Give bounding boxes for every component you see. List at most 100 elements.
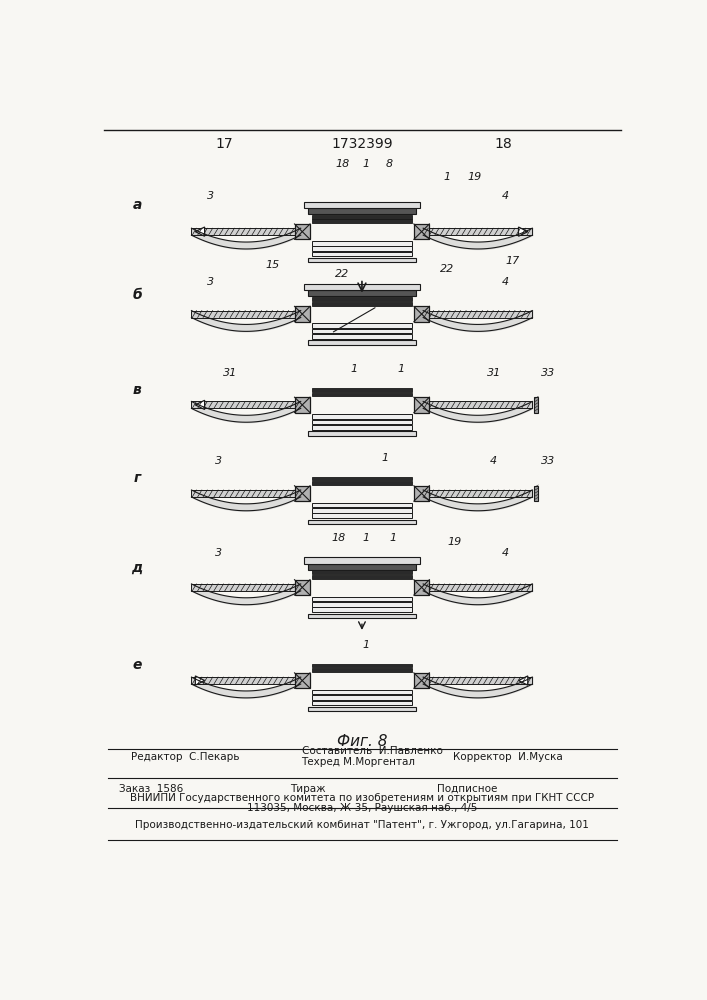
Text: Подписное: Подписное (437, 784, 498, 794)
Polygon shape (304, 284, 420, 290)
Polygon shape (534, 397, 538, 413)
Polygon shape (423, 311, 532, 318)
Text: 17: 17 (506, 256, 520, 266)
Polygon shape (312, 570, 412, 574)
Polygon shape (312, 393, 412, 396)
Text: Составитель  И.Павленко: Составитель И.Павленко (301, 746, 443, 756)
Text: е: е (132, 658, 142, 672)
Polygon shape (312, 477, 412, 480)
Text: Фиг. 8: Фиг. 8 (337, 734, 387, 749)
Polygon shape (312, 219, 412, 223)
Text: 1: 1 (397, 364, 404, 374)
Text: 8: 8 (385, 159, 392, 169)
Polygon shape (295, 397, 310, 413)
Text: Корректор  И.Муска: Корректор И.Муска (452, 752, 562, 762)
Text: 18: 18 (332, 533, 346, 543)
Text: 19: 19 (448, 537, 462, 547)
Polygon shape (414, 397, 429, 413)
Polygon shape (312, 215, 412, 219)
Text: Техред М.Моргентал: Техред М.Моргентал (301, 757, 416, 767)
Text: Производственно-издательский комбинат "Патент", г. Ужгород, ул.Гагарина, 101: Производственно-издательский комбинат "П… (135, 820, 589, 830)
Text: 22: 22 (440, 264, 455, 274)
Polygon shape (312, 513, 412, 518)
Text: 3: 3 (207, 277, 214, 287)
Text: 3: 3 (215, 456, 222, 466)
Text: 22: 22 (335, 269, 350, 279)
Polygon shape (518, 227, 528, 236)
Text: Тираж: Тираж (290, 784, 325, 794)
Text: 1: 1 (362, 640, 369, 650)
Polygon shape (295, 306, 310, 322)
Polygon shape (192, 584, 300, 591)
Polygon shape (308, 340, 416, 345)
Text: 17: 17 (215, 137, 233, 151)
Text: 15: 15 (266, 260, 280, 270)
Polygon shape (423, 401, 532, 408)
Text: 1732399: 1732399 (331, 137, 393, 151)
Text: 31: 31 (223, 368, 238, 378)
Polygon shape (312, 302, 412, 306)
Polygon shape (312, 252, 412, 256)
Text: 1: 1 (362, 533, 369, 543)
Polygon shape (308, 431, 416, 436)
Text: 1: 1 (443, 172, 451, 182)
Polygon shape (312, 420, 412, 424)
Text: 1: 1 (351, 364, 358, 374)
Text: д: д (132, 561, 143, 575)
Text: а: а (132, 198, 142, 212)
Polygon shape (295, 580, 310, 595)
Text: 4: 4 (490, 456, 497, 466)
Polygon shape (308, 208, 416, 214)
Polygon shape (414, 306, 429, 322)
Text: 1: 1 (362, 159, 369, 169)
Polygon shape (195, 400, 204, 410)
Polygon shape (192, 677, 300, 684)
Text: 4: 4 (502, 277, 509, 287)
Polygon shape (312, 508, 412, 513)
Polygon shape (195, 676, 204, 685)
Polygon shape (295, 486, 310, 501)
Text: Заказ  1586: Заказ 1586 (119, 784, 184, 794)
Polygon shape (308, 564, 416, 570)
Text: 19: 19 (467, 172, 481, 182)
Text: 18: 18 (494, 137, 512, 151)
Polygon shape (304, 557, 420, 564)
Polygon shape (192, 228, 300, 235)
Polygon shape (312, 329, 412, 333)
Text: ВНИИПИ Государственного комитета по изобретениям и открытиям при ГКНТ СССР: ВНИИПИ Государственного комитета по изоб… (130, 793, 594, 803)
Text: 33: 33 (541, 456, 555, 466)
Polygon shape (414, 580, 429, 595)
Polygon shape (308, 290, 416, 296)
Polygon shape (312, 575, 412, 579)
Polygon shape (312, 597, 412, 601)
Polygon shape (312, 425, 412, 430)
Polygon shape (308, 258, 416, 262)
Polygon shape (312, 695, 412, 700)
Polygon shape (312, 241, 412, 246)
Polygon shape (312, 701, 412, 705)
Text: 4: 4 (502, 548, 509, 558)
Polygon shape (308, 614, 416, 618)
Polygon shape (312, 388, 412, 392)
Text: в: в (133, 382, 141, 396)
Text: 1: 1 (390, 533, 397, 543)
Polygon shape (423, 584, 532, 591)
Polygon shape (312, 664, 412, 667)
Polygon shape (192, 311, 300, 318)
Polygon shape (414, 486, 429, 501)
Polygon shape (308, 707, 416, 711)
Text: 3: 3 (207, 191, 214, 201)
Text: 113035, Москва, Ж-35, Раушская наб., 4/5: 113035, Москва, Ж-35, Раушская наб., 4/5 (247, 803, 477, 813)
Polygon shape (295, 224, 310, 239)
Text: 3: 3 (215, 548, 222, 558)
Polygon shape (518, 676, 528, 685)
Polygon shape (534, 486, 538, 501)
Polygon shape (192, 490, 300, 497)
Polygon shape (312, 690, 412, 694)
Text: 4: 4 (502, 191, 509, 201)
Polygon shape (295, 673, 310, 688)
Polygon shape (304, 202, 420, 208)
Polygon shape (312, 323, 412, 328)
Polygon shape (312, 414, 412, 419)
Polygon shape (414, 673, 429, 688)
